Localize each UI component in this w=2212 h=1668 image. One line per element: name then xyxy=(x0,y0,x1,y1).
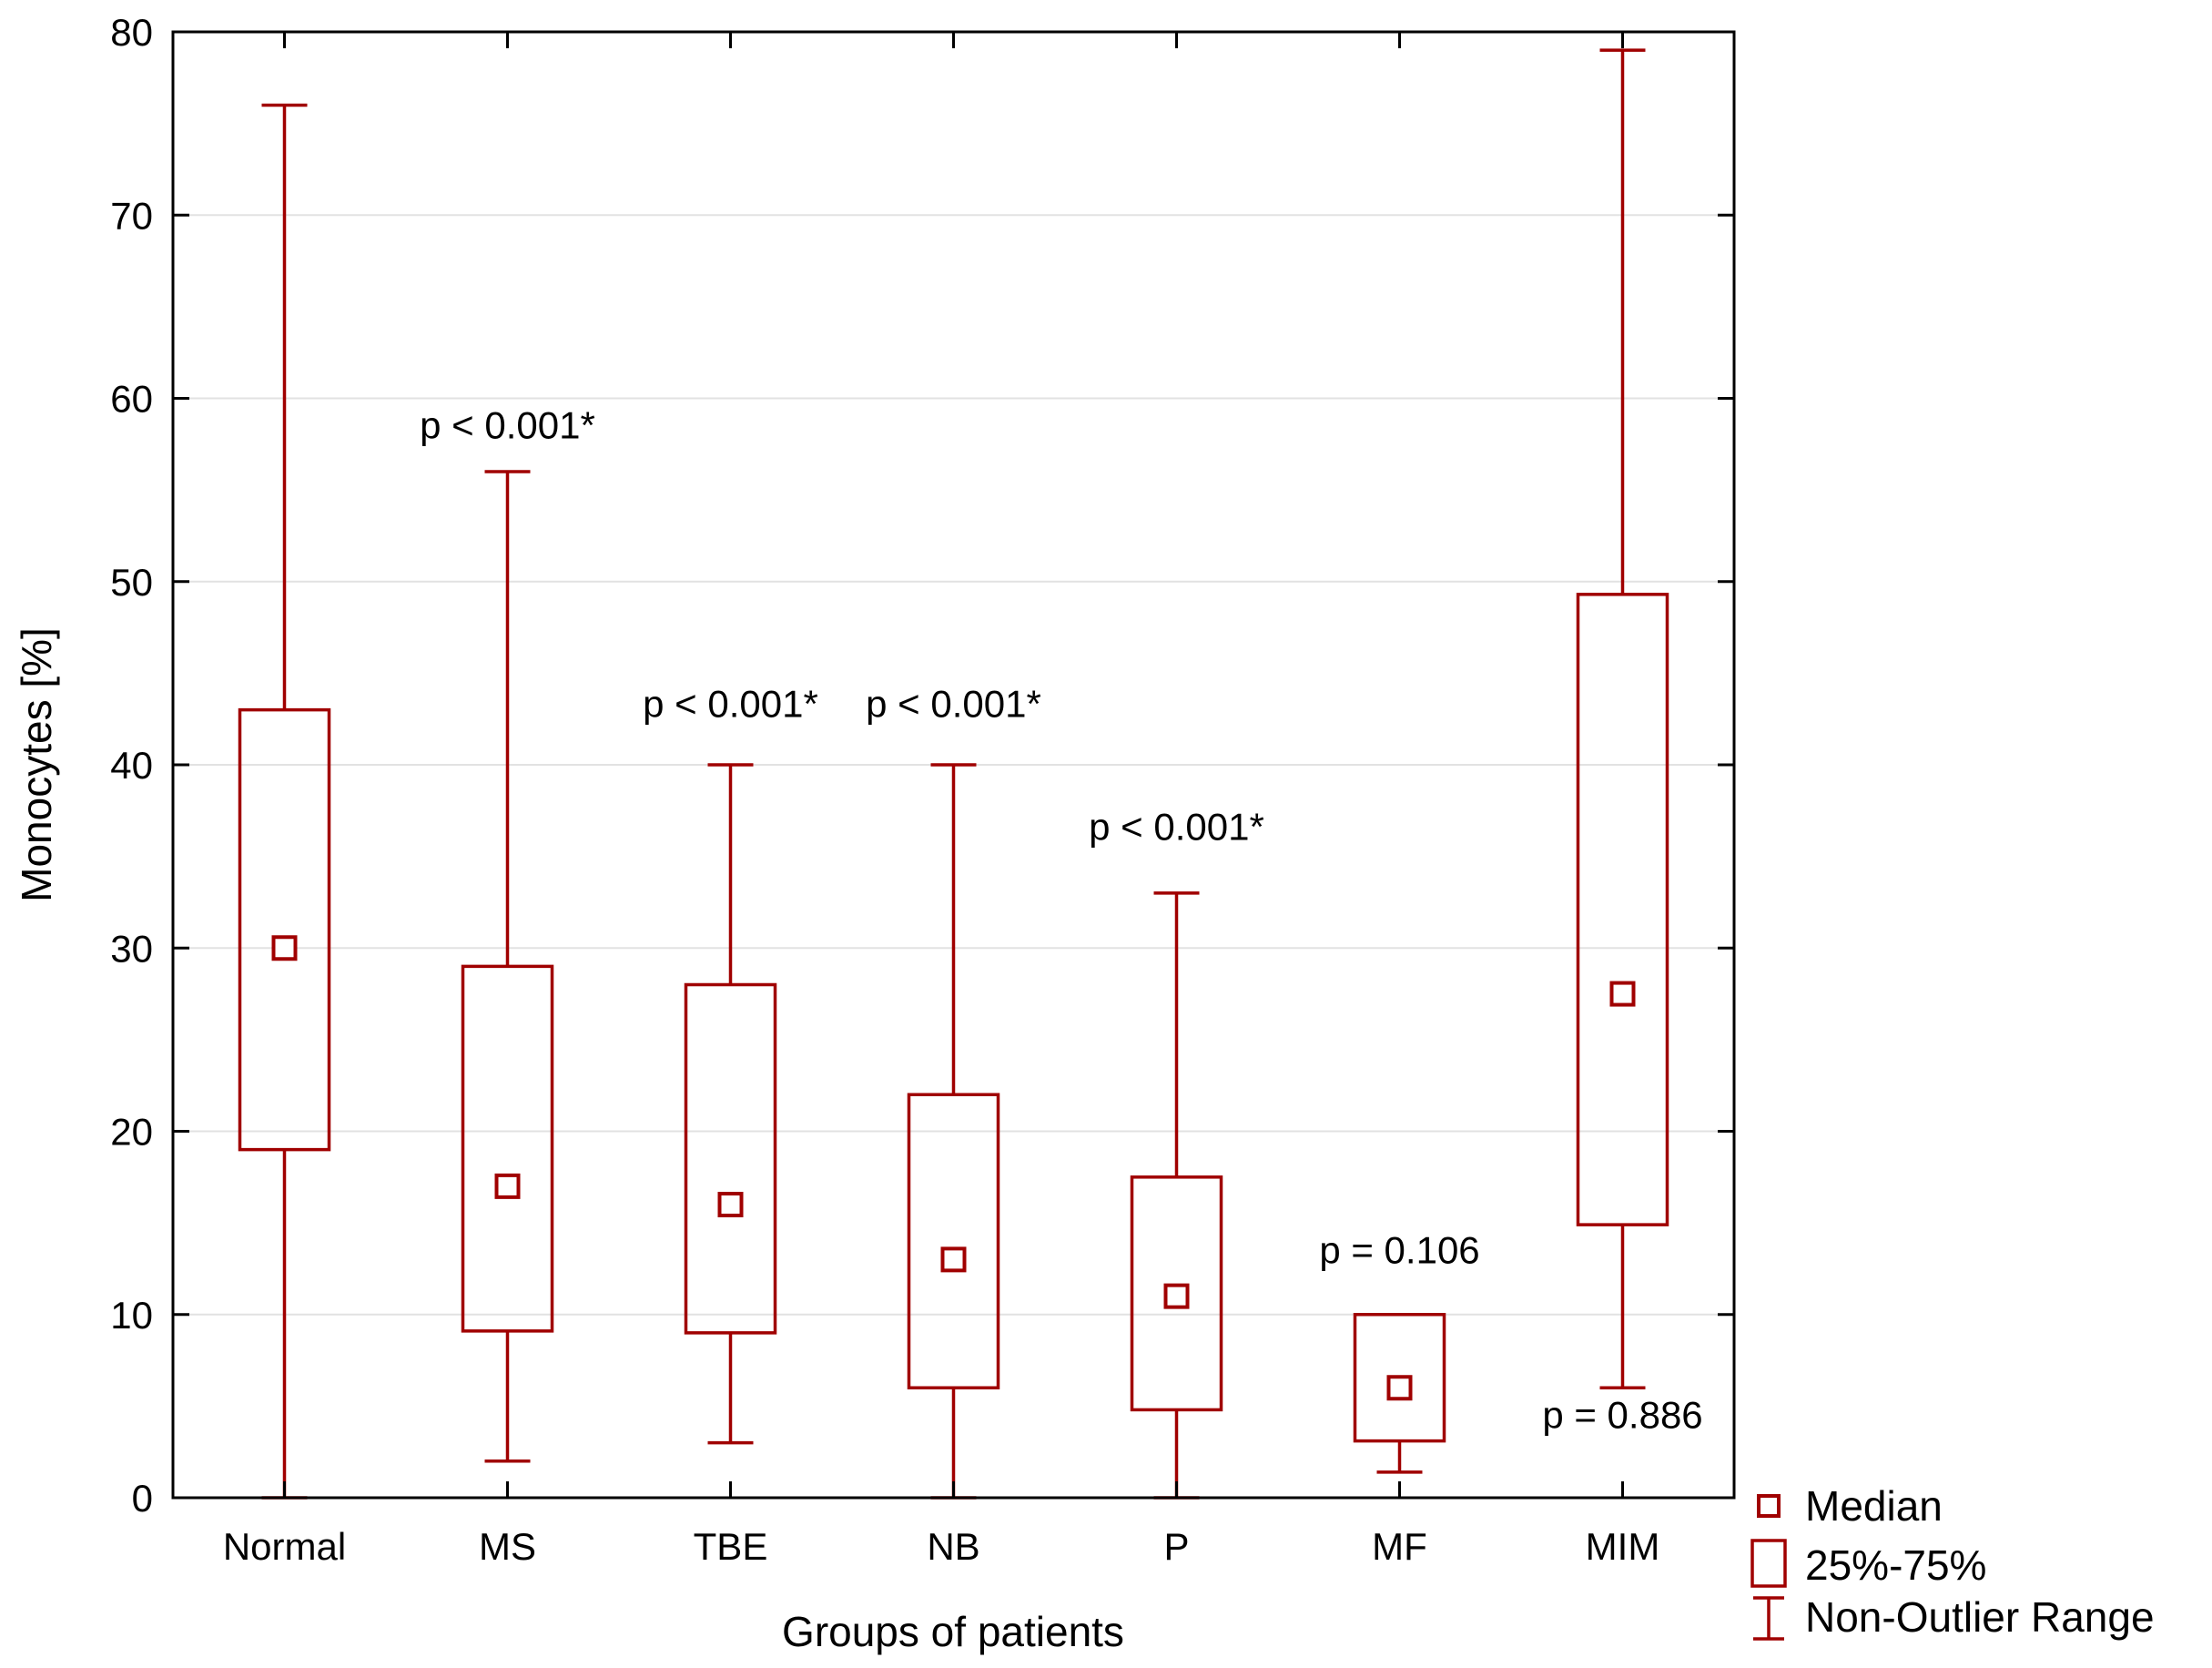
median-marker xyxy=(271,935,298,961)
p-value-annotation: p < 0.001* xyxy=(643,683,818,726)
iqr-box xyxy=(461,964,554,1333)
p-value-annotation: p < 0.001* xyxy=(1089,805,1264,848)
y-tick-label: 20 xyxy=(110,1111,153,1154)
legend-box-label: 25%-75% xyxy=(1805,1541,1986,1589)
x-tick-label: MS xyxy=(479,1525,536,1568)
boxplot-tbe xyxy=(684,763,777,1445)
y-tick-label: 10 xyxy=(110,1294,153,1337)
y-tick-label: 50 xyxy=(110,561,153,604)
legend: Median 25%-75% Non-Outlier Range xyxy=(1750,1482,2155,1641)
legend-median-symbol xyxy=(1757,1494,1781,1518)
boxplot-normal xyxy=(238,103,331,1500)
boxplot-mim xyxy=(1576,48,1669,1389)
axis-layer: 0 10 20 30 40 50 60 70 80 Normal MS TBE NB P MF MIM xyxy=(110,11,1734,1568)
iqr-box xyxy=(1576,593,1669,1226)
boxplot-ms xyxy=(461,470,554,1463)
x-tick-label: P xyxy=(1163,1525,1189,1568)
iqr-box xyxy=(684,982,777,1335)
legend-box-symbol xyxy=(1750,1539,1787,1588)
iqr-box xyxy=(907,1093,1000,1389)
x-tick-label: TBE xyxy=(694,1525,768,1568)
median-marker xyxy=(717,1192,744,1217)
median-marker xyxy=(940,1246,967,1273)
p-value-annotation: p < 0.001* xyxy=(866,683,1041,726)
median-marker xyxy=(1609,981,1636,1007)
y-tick-label: 30 xyxy=(110,927,153,970)
median-marker xyxy=(494,1173,521,1199)
legend-median-label: Median xyxy=(1805,1482,1943,1530)
p-value-annotation: p = 0.106 xyxy=(1319,1228,1479,1271)
median-marker xyxy=(1386,1375,1413,1401)
legend-range-symbol xyxy=(1753,1596,1784,1641)
x-tick-label: MIM xyxy=(1586,1525,1660,1568)
annotation-layer: p < 0.001* p < 0.001* p < 0.001* p < 0.001*… xyxy=(420,404,1703,1437)
y-tick-label: 70 xyxy=(110,194,153,237)
legend-range-label: Non-Outlier Range xyxy=(1805,1593,2155,1641)
marks-layer xyxy=(238,48,1669,1500)
boxplot-mf xyxy=(1353,1313,1446,1474)
y-tick-label: 0 xyxy=(132,1477,153,1520)
x-axis-title: Groups of patients xyxy=(782,1608,1124,1655)
iqr-box xyxy=(238,707,331,1152)
p-value-annotation: p = 0.886 xyxy=(1542,1393,1702,1436)
p-value-annotation: p < 0.001* xyxy=(420,404,595,447)
iqr-box xyxy=(1353,1313,1446,1443)
y-tick-label: 40 xyxy=(110,744,153,787)
x-tick-label: Normal xyxy=(223,1525,346,1568)
x-tick-label: NB xyxy=(927,1525,979,1568)
y-tick-label: 80 xyxy=(110,11,153,54)
y-tick-label: 60 xyxy=(110,378,153,421)
iqr-box xyxy=(1130,1175,1223,1412)
y-axis-title: Monocytes [%] xyxy=(13,627,60,902)
median-marker xyxy=(1163,1283,1190,1309)
x-tick-label: MF xyxy=(1372,1525,1427,1568)
boxplot-p xyxy=(1130,891,1223,1500)
